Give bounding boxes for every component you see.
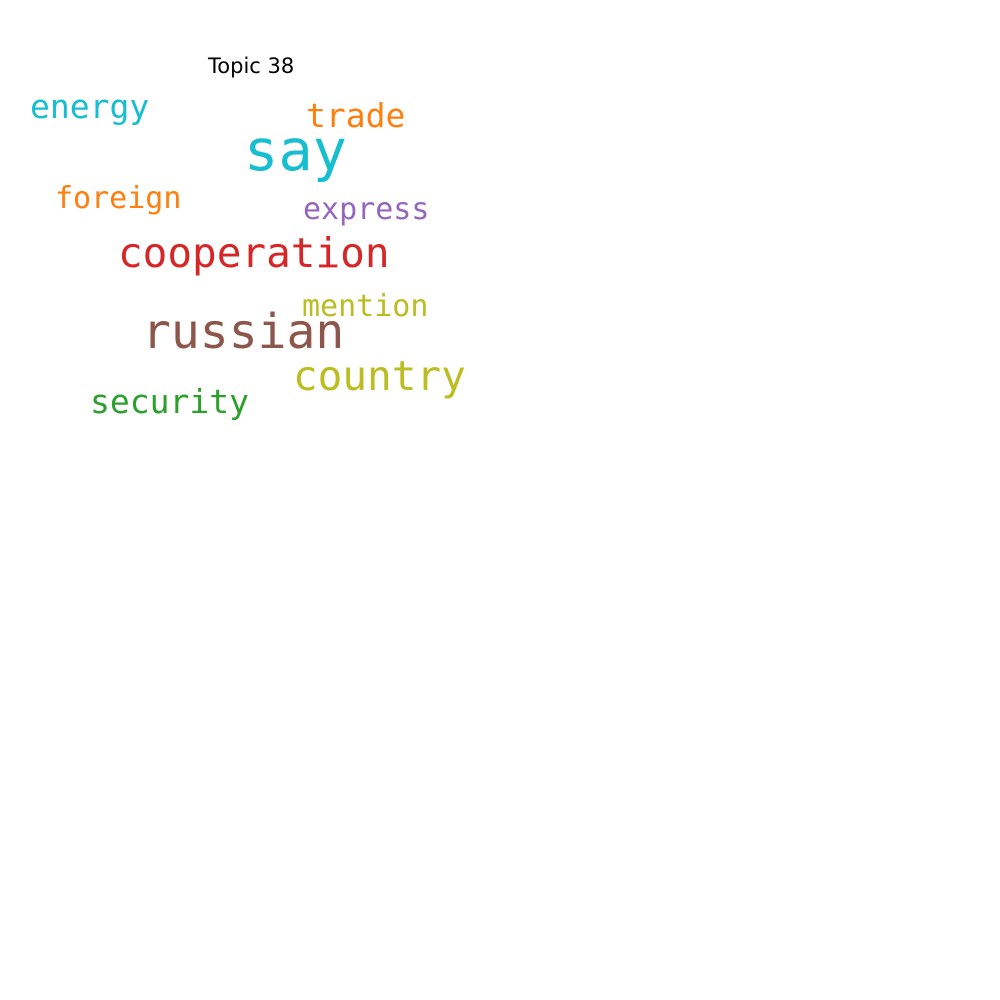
word-security: security [90, 382, 249, 421]
word-say: say [244, 118, 347, 184]
word-trade: trade [306, 96, 406, 135]
word-foreign: foreign [55, 181, 182, 216]
word-cooperation: cooperation [118, 229, 390, 277]
word-mention: mention [302, 289, 429, 324]
word-energy: energy [30, 87, 150, 126]
word-country: country [293, 352, 466, 400]
word-cloud-title: Topic 38 [208, 54, 295, 78]
word-russian: russian [142, 304, 345, 360]
word-express: express [303, 192, 430, 227]
